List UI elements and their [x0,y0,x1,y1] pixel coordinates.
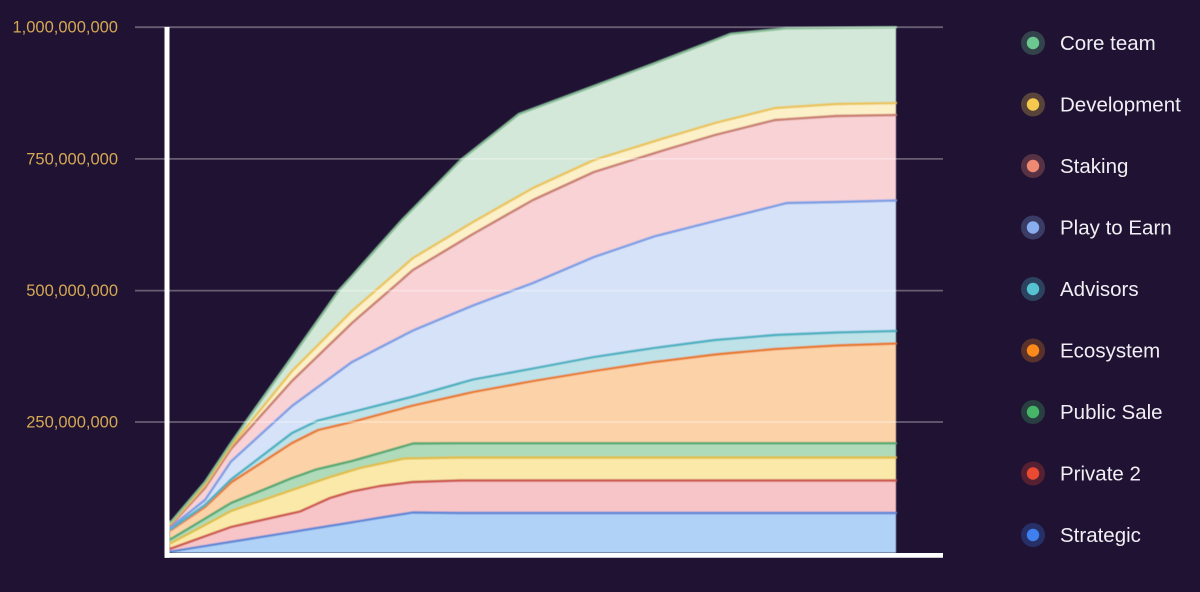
svg-text:500,000,000: 500,000,000 [26,282,118,300]
svg-text:Public Sale: Public Sale [1060,401,1163,424]
svg-text:Private 2: Private 2 [1060,463,1141,486]
svg-text:750,000,000: 750,000,000 [26,150,118,168]
svg-text:Advisors: Advisors [1060,278,1139,301]
svg-text:1,000,000,000: 1,000,000,000 [12,19,118,37]
svg-text:Staking: Staking [1060,155,1128,178]
svg-text:Play to Earn: Play to Earn [1060,217,1172,240]
svg-text:Core team: Core team [1060,32,1156,55]
svg-text:250,000,000: 250,000,000 [26,414,118,432]
svg-text:Strategic: Strategic [1060,524,1141,547]
svg-text:Ecosystem: Ecosystem [1060,340,1160,363]
svg-text:Development: Development [1060,94,1181,117]
